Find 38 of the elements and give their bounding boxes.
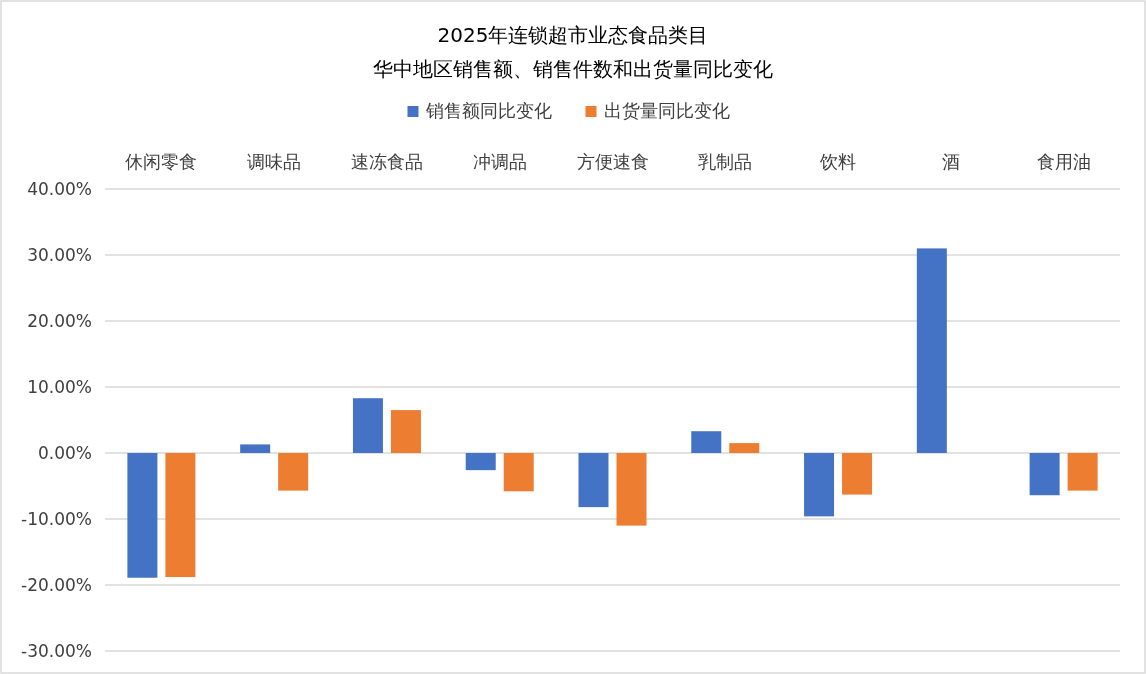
x-tick-label: 方便速食 — [576, 151, 649, 172]
y-tick-label: 20.00% — [27, 311, 92, 331]
x-tick-label: 冲调品 — [472, 151, 527, 172]
bar — [842, 453, 873, 495]
x-tick-label: 速冻食品 — [350, 151, 423, 172]
legend-label: 销售额同比变化 — [424, 100, 552, 121]
bar — [352, 398, 383, 453]
bar — [804, 453, 835, 517]
bar — [729, 443, 760, 453]
x-tick-label: 饮料 — [819, 151, 857, 172]
x-tick-label: 乳制品 — [698, 151, 753, 172]
bar — [278, 453, 309, 491]
bar — [240, 444, 271, 453]
y-tick-label: -10.00% — [21, 509, 92, 529]
chart-subtitle: 华中地区销售额、销售件数和出货量同比变化 — [373, 57, 773, 81]
y-tick-label: 30.00% — [27, 245, 92, 265]
x-tick-label: 酒 — [941, 151, 960, 172]
bar — [1029, 453, 1060, 496]
y-tick-label: 40.00% — [27, 179, 92, 199]
bar — [503, 453, 534, 492]
y-tick-label: 10.00% — [27, 377, 92, 397]
y-tick-label: -20.00% — [21, 575, 92, 595]
bar — [916, 248, 947, 453]
bar — [127, 453, 158, 578]
bar — [691, 431, 722, 453]
y-tick-label: -30.00% — [21, 641, 92, 661]
bar — [165, 453, 196, 578]
y-tick-label: 0.00% — [37, 443, 92, 463]
x-tick-label: 食用油 — [1036, 151, 1091, 172]
legend-label: 出货量同比变化 — [603, 100, 730, 121]
bar — [390, 410, 421, 453]
x-tick-label: 休闲零食 — [125, 151, 198, 172]
bar — [578, 453, 609, 508]
bar — [465, 453, 496, 471]
x-tick-label: 调味品 — [247, 151, 302, 172]
bar — [1067, 453, 1098, 491]
chart-title: 2025年连锁超市业态食品类目 — [437, 23, 709, 47]
bar — [616, 453, 647, 526]
